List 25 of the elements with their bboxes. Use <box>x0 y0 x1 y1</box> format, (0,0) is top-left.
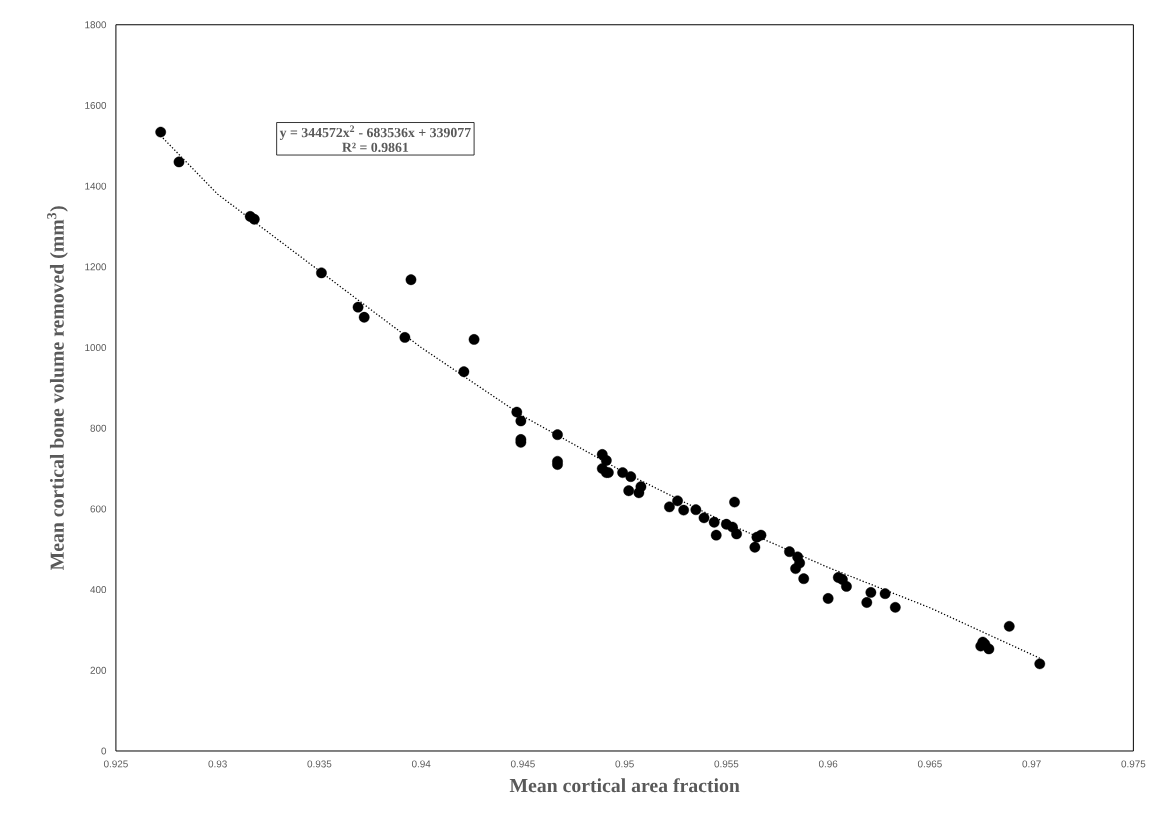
x-tick-label: 0.93 <box>208 760 227 768</box>
x-tick-label: 0.96 <box>818 760 838 768</box>
x-tick-label: 0.94 <box>411 760 431 768</box>
y-tick-label: 200 <box>90 666 107 674</box>
x-tick-label: 0.925 <box>103 760 128 768</box>
x-tick-label: 0.955 <box>714 760 739 768</box>
annotation: y = 344572x$^{2}$ - 683536x + 339077 <box>279 125 471 140</box>
x-tick-label: 0.975 <box>1121 760 1146 768</box>
x-axis-title: Mean cortical area fraction <box>509 778 740 793</box>
y-tick-label: 1400 <box>85 182 107 190</box>
annotation: R² = 0.9861 <box>342 142 409 152</box>
x-tick-label: 0.945 <box>510 760 535 768</box>
y-tick-label: 1600 <box>85 101 107 109</box>
x-tick-label: 0.97 <box>1022 760 1041 768</box>
x-tick-label: 0.935 <box>307 760 332 768</box>
y-tick-label: 600 <box>90 505 107 513</box>
x-tick-label: 0.95 <box>615 760 634 768</box>
y-tick-label: 1200 <box>85 263 107 271</box>
y-tick-label: 0 <box>101 747 107 755</box>
y-tick-label: 400 <box>90 586 107 593</box>
x-tick-label: 0.965 <box>917 760 942 768</box>
y-tick-label: 800 <box>90 424 107 432</box>
y-axis-title: Mean cortical bone volume removed (mm$^{3}$) <box>47 206 68 570</box>
y-tick-label: 1000 <box>85 343 107 351</box>
y-tick-label: 1800 <box>85 21 107 29</box>
